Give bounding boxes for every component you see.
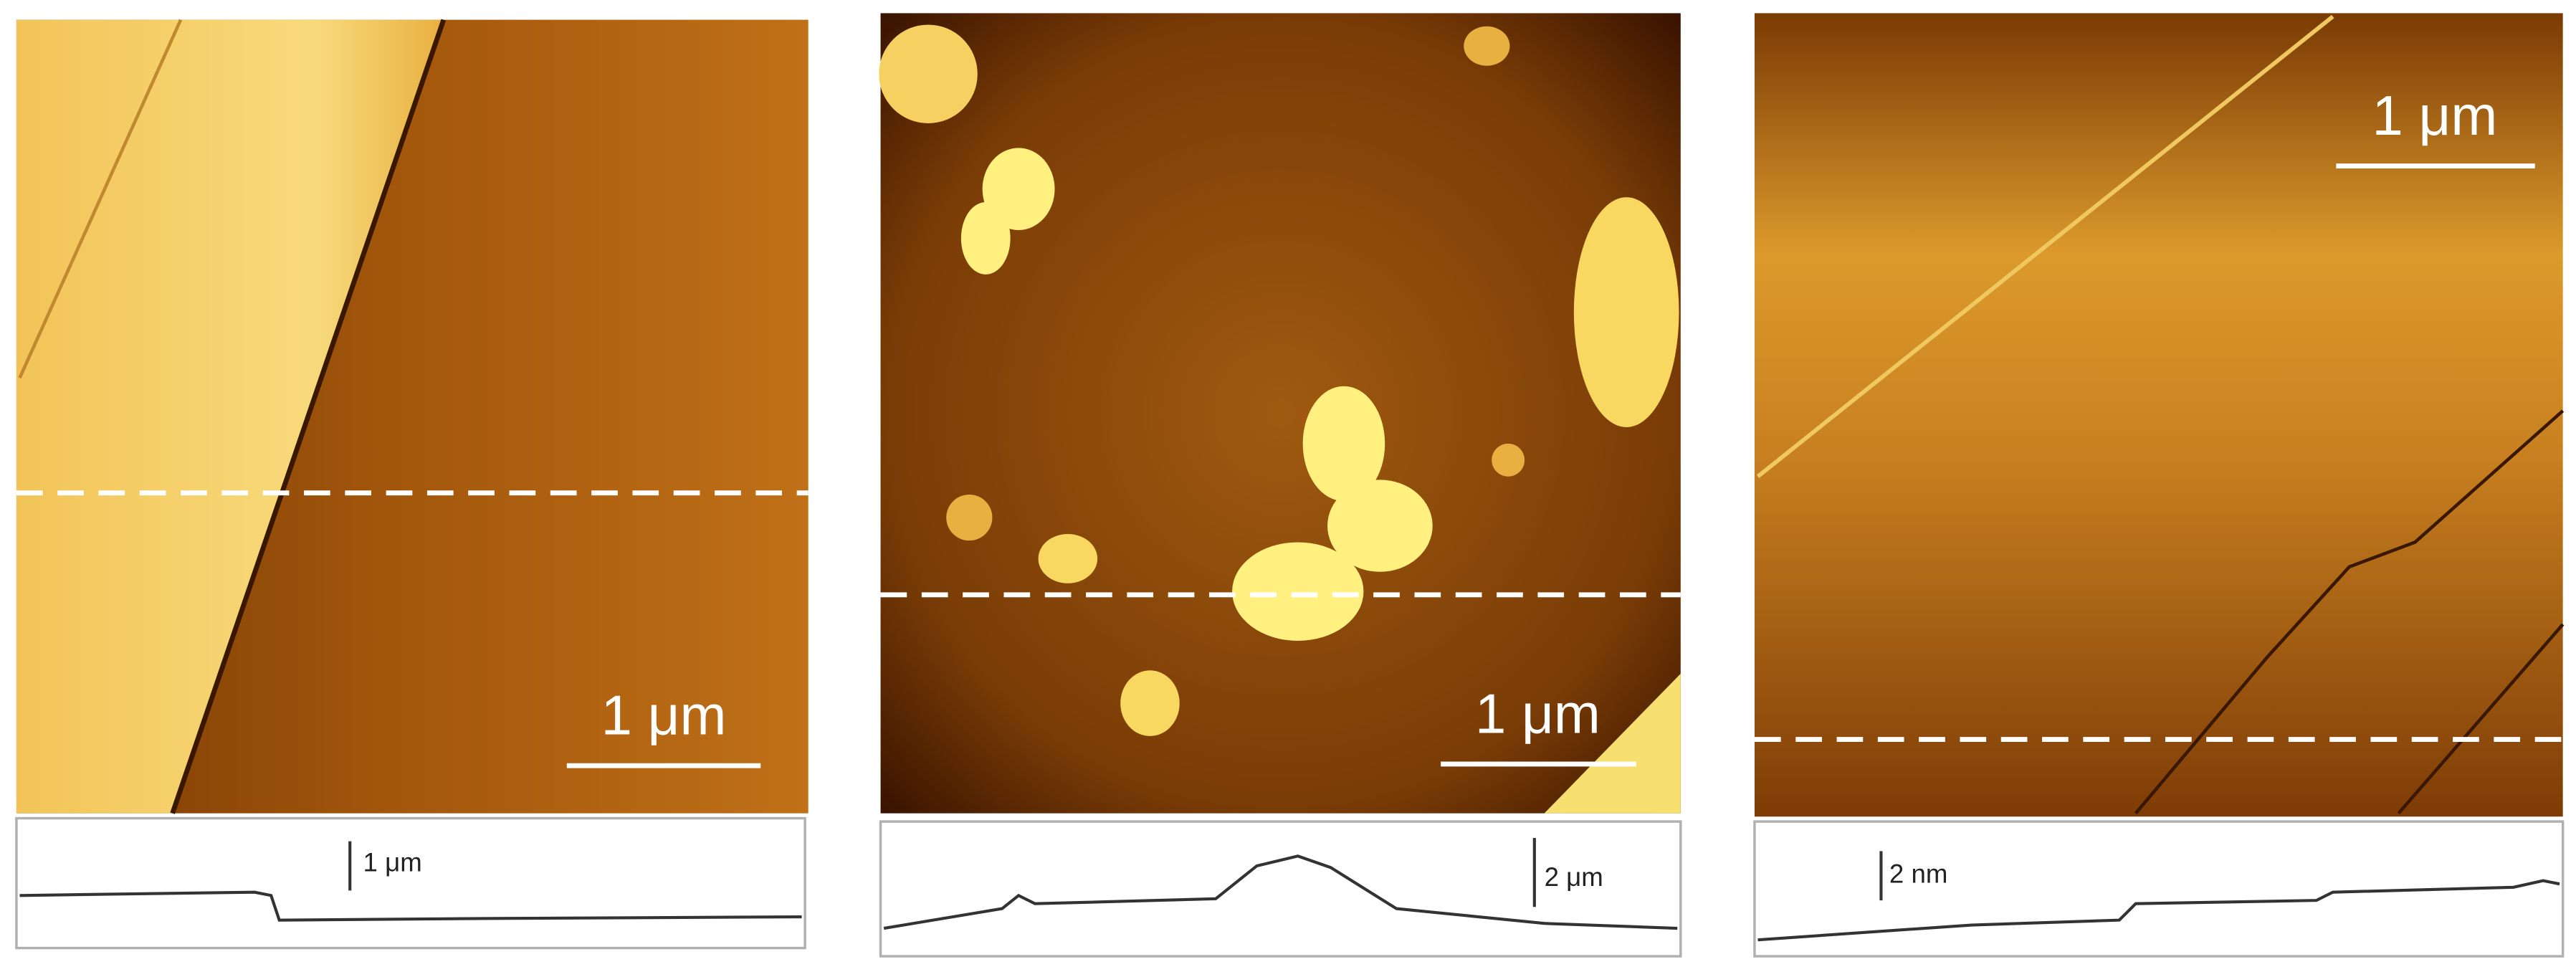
step-edge: [2134, 409, 2565, 815]
blob: [1302, 386, 1385, 502]
profile-scale-label: 2 nm: [1889, 859, 1948, 888]
blob: [1327, 480, 1433, 572]
step-edge: [170, 19, 447, 814]
afm-terrace: [16, 19, 444, 814]
blob: [1464, 26, 1510, 66]
profile-box: [879, 820, 1682, 958]
blob: [1492, 443, 1525, 477]
scale-bar-label: 1 μm: [601, 684, 727, 747]
blob: [1038, 533, 1098, 583]
profile-scale-label: 2 μm: [1545, 862, 1603, 892]
step-edge: [1756, 14, 2334, 479]
scale-bar-label: 1 μm: [1475, 682, 1601, 745]
blob: [960, 201, 1011, 275]
blob: [946, 494, 993, 541]
blob: [1120, 670, 1180, 736]
afm-image: [880, 13, 1681, 814]
blob: [1573, 197, 1679, 428]
afm-image: [1754, 13, 2563, 817]
blob: [879, 24, 978, 123]
step-edge: [18, 19, 183, 379]
height-profile: [19, 890, 802, 922]
profile-scale-label: 1 μm: [363, 847, 422, 877]
height-profile: [1757, 879, 2560, 942]
height-profile: [883, 854, 1678, 930]
step-edge: [2397, 623, 2565, 815]
blob: [1544, 673, 1681, 814]
blob: [1232, 542, 1364, 641]
scale-bar-label: 1 μm: [2372, 84, 2497, 147]
profile-box: [15, 816, 806, 950]
